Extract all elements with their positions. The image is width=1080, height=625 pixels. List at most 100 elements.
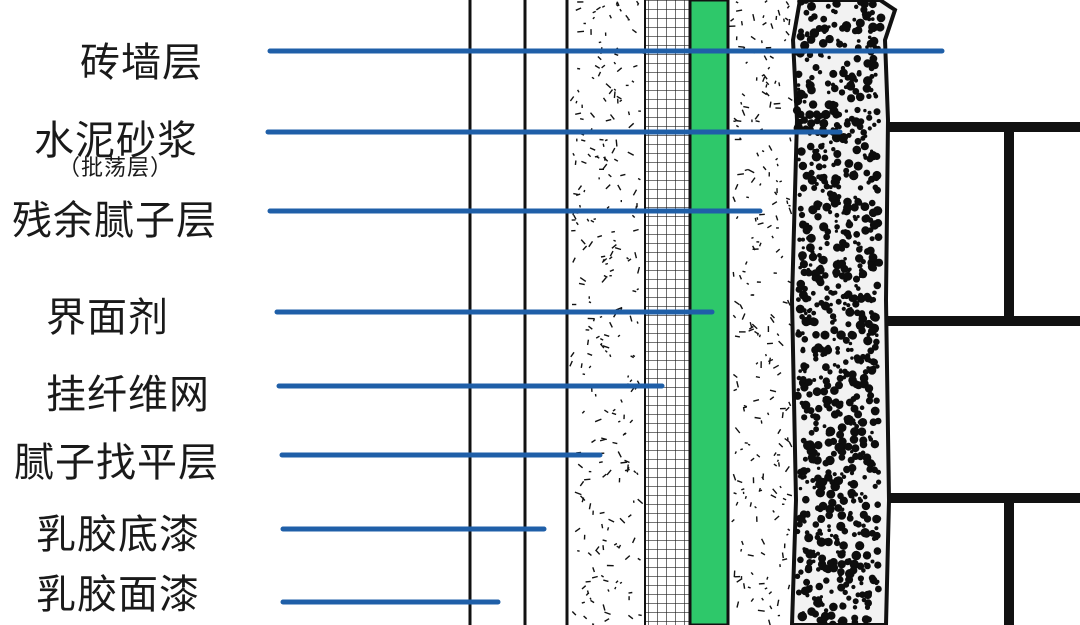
aggregate-dot	[811, 549, 816, 554]
aggregate-dot	[843, 257, 847, 261]
aggregate-dot	[818, 477, 827, 487]
aggregate-dot	[816, 466, 821, 470]
aggregate-dot	[814, 302, 820, 308]
speckle	[581, 585, 587, 590]
speckle	[588, 301, 592, 304]
aggregate-dot	[830, 320, 835, 325]
speckle	[594, 64, 601, 69]
speckle	[613, 239, 616, 242]
speckle	[787, 584, 791, 590]
aggregate-dot	[819, 222, 829, 232]
speckle	[777, 9, 781, 16]
speckle	[747, 586, 751, 589]
aggregate-dot	[873, 175, 880, 182]
aggregate-dot	[869, 236, 875, 242]
speckle	[773, 102, 781, 105]
aggregate-dot	[857, 496, 862, 501]
aggregate-dot	[867, 227, 874, 233]
aggregate-dot	[829, 71, 836, 78]
speckle	[616, 95, 622, 100]
speckle	[625, 14, 630, 20]
speckle	[775, 157, 779, 161]
aggregate-dot	[856, 215, 860, 219]
aggregate-dot	[852, 88, 860, 95]
aggregate-dot	[814, 213, 822, 221]
aggregate-dot	[846, 291, 850, 296]
aggregate-dot	[802, 495, 810, 504]
aggregate-dot	[859, 436, 868, 445]
speckle	[632, 290, 637, 293]
speckle	[785, 30, 790, 36]
aggregate-dot	[875, 585, 882, 593]
speckle	[747, 443, 751, 446]
speckle	[614, 247, 622, 251]
aggregate-dot	[855, 92, 865, 102]
aggregate-dot	[792, 106, 802, 115]
speckle	[763, 74, 768, 80]
speckle	[738, 274, 743, 280]
aggregate-dot	[868, 199, 876, 207]
speckle	[611, 230, 616, 233]
aggregate-dot	[855, 592, 861, 598]
speckle	[588, 325, 593, 330]
aggregate-dot	[856, 70, 862, 75]
speckle	[589, 147, 596, 151]
speckle	[605, 262, 609, 265]
speckle	[631, 214, 636, 219]
aggregate-dot	[855, 197, 860, 203]
speckle	[748, 325, 754, 330]
aggregate-dot	[807, 453, 816, 462]
speckle	[634, 252, 638, 259]
aggregate-dot	[873, 338, 880, 346]
speckle	[594, 418, 602, 423]
aggregate-dot	[839, 68, 848, 78]
speckle	[601, 64, 606, 69]
aggregate-dot	[867, 35, 872, 40]
speckle	[774, 515, 780, 521]
aggregate-dot	[835, 409, 841, 414]
aggregate-dot	[833, 272, 839, 278]
speckle	[606, 527, 610, 531]
speckle	[755, 376, 761, 379]
speckle	[783, 18, 785, 23]
aggregate-dot	[875, 515, 882, 522]
speckle	[629, 419, 634, 424]
aggregate-dot	[797, 147, 806, 156]
aggregate-dot	[862, 153, 867, 158]
speckle	[750, 598, 755, 603]
speckle	[787, 97, 793, 101]
aggregate-dot	[806, 142, 815, 151]
speckle	[778, 462, 780, 467]
speckle	[620, 399, 623, 403]
speckle	[600, 342, 603, 346]
aggregate-dot	[823, 149, 828, 154]
aggregate-dot	[854, 4, 859, 9]
aggregate-dot	[836, 111, 843, 118]
aggregate-dot	[831, 181, 839, 188]
speckle	[586, 218, 590, 222]
aggregate-dot	[863, 59, 872, 68]
aggregate-dot	[821, 301, 830, 311]
speckle	[765, 84, 768, 88]
speckle	[613, 91, 616, 99]
aggregate-dot	[823, 401, 831, 409]
speckle	[746, 282, 750, 286]
speckle	[758, 334, 761, 338]
speckle	[579, 480, 585, 487]
aggregate-dot	[800, 348, 806, 354]
aggregate-dot	[866, 114, 873, 121]
aggregate-dot	[824, 473, 833, 482]
aggregate-dot	[825, 3, 831, 9]
speckle	[740, 20, 743, 26]
speckle	[785, 1, 790, 6]
aggregate-dot	[836, 40, 844, 48]
aggregate-dot	[808, 100, 818, 109]
aggregate-dot	[818, 501, 828, 511]
aggregate-dot	[797, 611, 808, 622]
aggregate-dot	[866, 246, 875, 255]
aggregate-dot	[862, 84, 872, 93]
speckle	[606, 469, 612, 476]
speckle	[590, 599, 595, 604]
aggregate-dot	[854, 106, 861, 114]
aggregate-dot	[843, 465, 851, 474]
